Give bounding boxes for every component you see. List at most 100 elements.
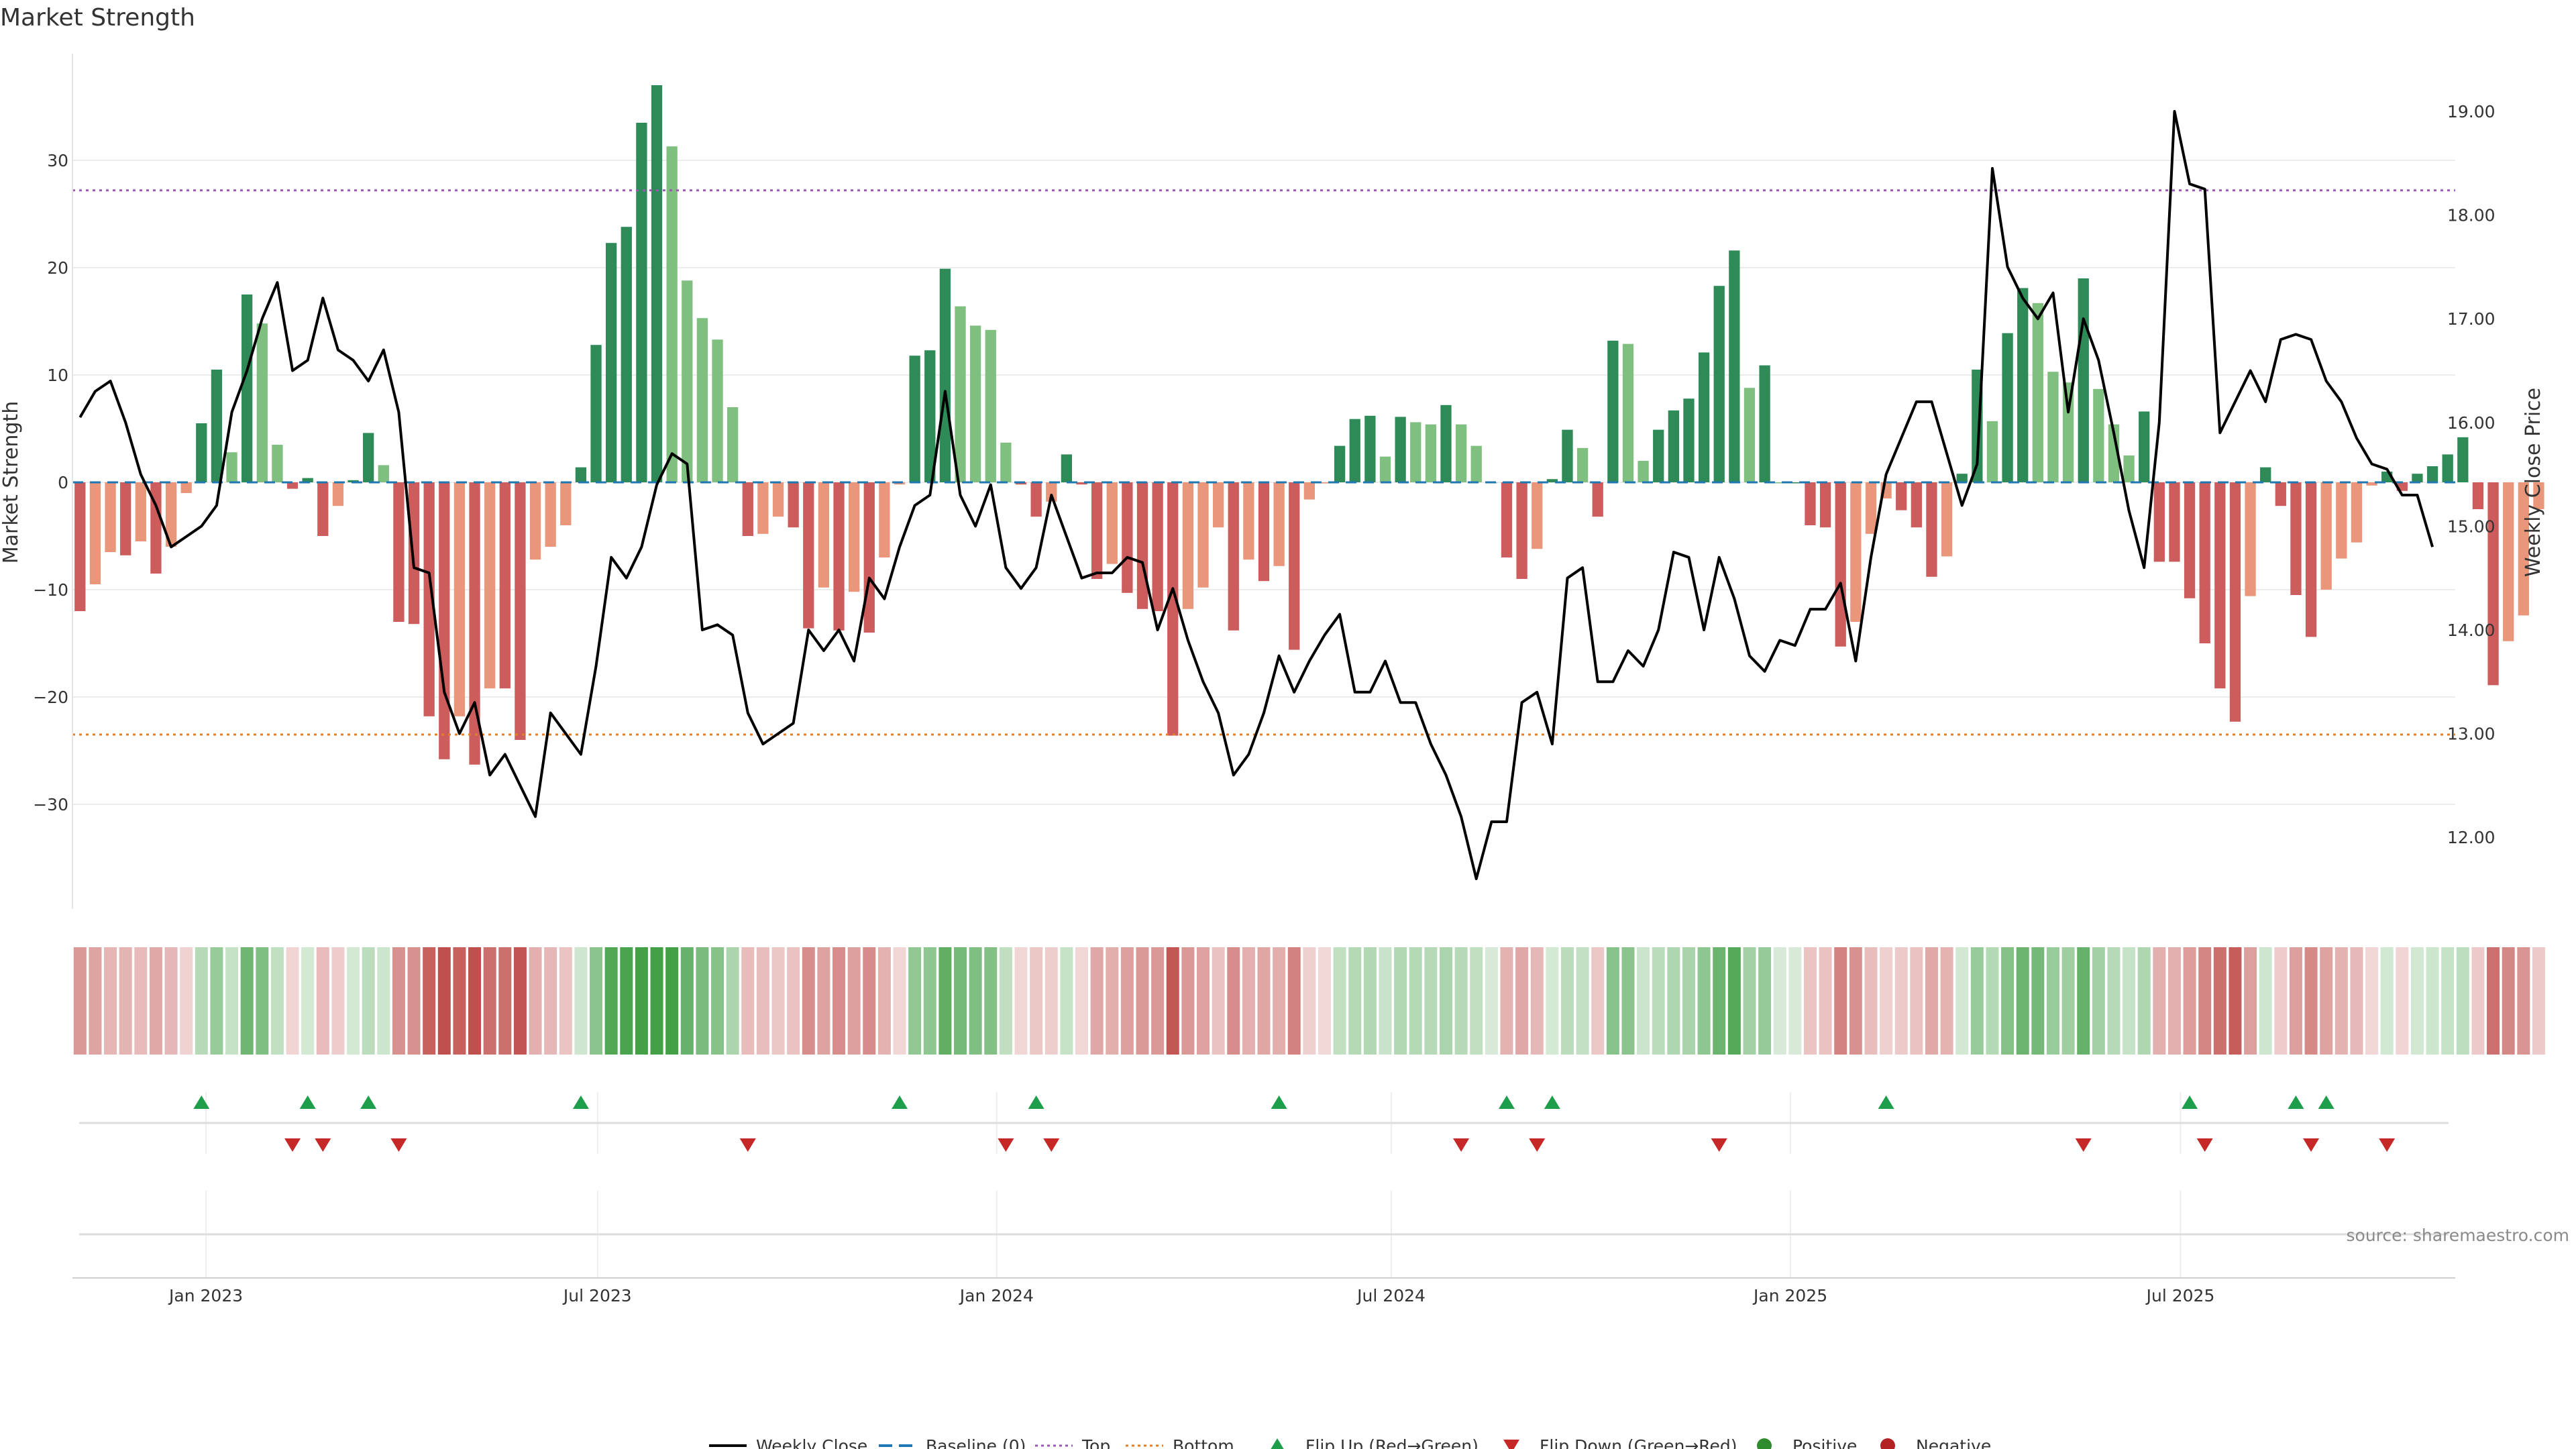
strength-bar bbox=[2426, 466, 2438, 482]
heat-cell bbox=[1803, 947, 1817, 1055]
flip-down-marker bbox=[2303, 1138, 2320, 1152]
strength-bar bbox=[2229, 482, 2241, 722]
heat-cell bbox=[1515, 947, 1529, 1055]
x-tick-label: Jan 2024 bbox=[959, 1286, 1034, 1305]
heat-cell bbox=[1849, 947, 1862, 1055]
heat-cell bbox=[544, 947, 557, 1055]
heat-cell bbox=[1864, 947, 1878, 1055]
heat-cell bbox=[771, 947, 785, 1055]
heat-cell bbox=[2456, 947, 2469, 1055]
y-tick-label: −20 bbox=[33, 688, 68, 707]
heat-cell bbox=[863, 947, 876, 1055]
heat-cell bbox=[468, 947, 482, 1055]
heat-cell bbox=[1682, 947, 1695, 1055]
heat-cell bbox=[529, 947, 542, 1055]
strength-bar bbox=[2472, 482, 2484, 509]
axes: 30 20 10 0 −10 −20 −30 19.00 18.00 17.00 16.00 15.0… bbox=[33, 54, 2496, 1305]
heat-cell bbox=[2123, 947, 2136, 1055]
heat-cell bbox=[453, 947, 466, 1055]
heat-cell bbox=[1621, 947, 1635, 1055]
heat-cell bbox=[877, 947, 891, 1055]
heat-cell bbox=[119, 947, 132, 1055]
heat-cell bbox=[149, 947, 162, 1055]
legend-swatch-circle bbox=[1880, 1438, 1895, 1449]
heat-cell bbox=[210, 947, 223, 1055]
heat-cell bbox=[620, 947, 633, 1055]
strength-bar bbox=[1000, 442, 1012, 482]
heat-cell bbox=[2167, 947, 2181, 1055]
heat-cell bbox=[180, 947, 193, 1055]
strength-bar bbox=[2078, 278, 2089, 482]
strength-bar bbox=[2214, 482, 2226, 689]
reference-lines bbox=[72, 189, 2455, 736]
heat-cell bbox=[1379, 947, 1392, 1055]
y2-tick-label: 12.00 bbox=[2447, 828, 2496, 847]
heat-cell bbox=[1060, 947, 1073, 1055]
strength-bar bbox=[803, 482, 814, 629]
heat-cell bbox=[2289, 947, 2302, 1055]
legend-label: Weekly Close bbox=[756, 1436, 867, 1449]
strength-bar bbox=[1774, 482, 1786, 484]
heat-cell bbox=[2320, 947, 2333, 1055]
heat-cell bbox=[2198, 947, 2212, 1055]
strength-bar bbox=[849, 482, 860, 592]
strength-bar bbox=[575, 467, 587, 482]
heat-cell bbox=[726, 947, 739, 1055]
flip-down-marker bbox=[390, 1138, 407, 1152]
heat-cell bbox=[908, 947, 922, 1055]
strength-bar bbox=[1926, 482, 1937, 577]
heat-cell bbox=[680, 947, 694, 1055]
heat-cell bbox=[301, 947, 315, 1055]
strength-bar bbox=[955, 306, 966, 482]
strength-bar bbox=[1956, 474, 1968, 482]
x-tick-label: Jul 2024 bbox=[1356, 1286, 1426, 1305]
heat-cell bbox=[787, 947, 800, 1055]
strength-heat-strip bbox=[73, 947, 2545, 1055]
heat-cell bbox=[2532, 947, 2545, 1055]
strength-bar bbox=[1683, 398, 1695, 482]
strength-bar bbox=[1653, 429, 1664, 482]
strength-bar bbox=[969, 325, 981, 482]
legend-swatch-circle bbox=[1757, 1438, 1772, 1449]
heat-cell bbox=[574, 947, 588, 1055]
heat-cell bbox=[2077, 947, 2090, 1055]
flip-up-marker bbox=[2288, 1095, 2304, 1109]
strength-bar bbox=[560, 482, 572, 525]
heat-cell bbox=[2502, 947, 2515, 1055]
heat-cell bbox=[938, 947, 952, 1055]
legend-label: Bottom bbox=[1173, 1436, 1234, 1449]
strength-bar bbox=[529, 482, 541, 560]
y-tick-label: −30 bbox=[33, 795, 68, 814]
heat-cell bbox=[2107, 947, 2121, 1055]
heat-cell bbox=[331, 947, 345, 1055]
strength-bar bbox=[1729, 250, 1740, 482]
strength-bar bbox=[788, 482, 799, 528]
strength-bar bbox=[2260, 467, 2271, 482]
heat-cell bbox=[1151, 947, 1165, 1055]
heat-cell bbox=[1713, 947, 1726, 1055]
heat-cell bbox=[2016, 947, 2029, 1055]
strength-bar bbox=[1379, 456, 1391, 482]
legend-swatch-triangle-down bbox=[1503, 1440, 1519, 1449]
strength-bar bbox=[1835, 482, 1846, 647]
strength-bar bbox=[120, 482, 131, 555]
heat-cell bbox=[2471, 947, 2485, 1055]
flip-up-marker bbox=[1271, 1095, 1287, 1109]
heat-cell bbox=[2380, 947, 2394, 1055]
heat-cell bbox=[1136, 947, 1149, 1055]
y2-tick-label: 14.00 bbox=[2447, 621, 2496, 640]
heat-cell bbox=[1819, 947, 1832, 1055]
strength-bar bbox=[651, 85, 663, 482]
y-tick-label: 0 bbox=[58, 473, 68, 492]
strength-bar bbox=[757, 482, 769, 534]
heat-cell bbox=[1758, 947, 1772, 1055]
legend-swatch-triangle-up bbox=[1271, 1438, 1284, 1449]
strength-bar bbox=[863, 482, 875, 633]
y2-tick-label: 13.00 bbox=[2447, 724, 2496, 744]
heat-cell bbox=[1470, 947, 1483, 1055]
flip-down-marker bbox=[1529, 1138, 1546, 1152]
strength-bar bbox=[1167, 482, 1179, 736]
heat-cell bbox=[590, 947, 603, 1055]
x-tick-label: Jan 2023 bbox=[168, 1286, 243, 1305]
strength-bar bbox=[272, 445, 283, 482]
